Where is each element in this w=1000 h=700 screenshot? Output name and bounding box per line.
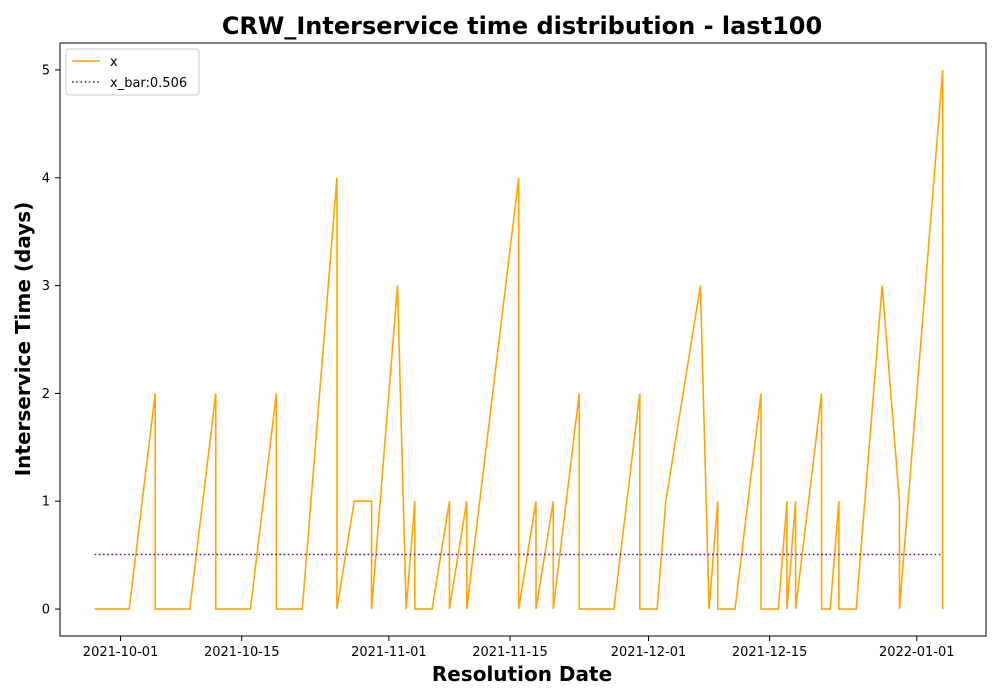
y-tick-label: 5 [42,63,50,78]
x-tick-label: 2021-11-15 [472,645,548,660]
x-tick-label: 2021-11-01 [351,645,427,660]
x-tick-label: 2021-10-01 [83,645,159,660]
x-tick-label: 2021-10-15 [204,645,280,660]
y-tick-label: 3 [42,279,50,294]
legend-label-x-bar: x_bar:0.506 [110,76,187,91]
y-tick-label: 1 [42,495,50,510]
y-tick-label: 2 [42,387,50,402]
x-tick-label: 2022-01-01 [879,645,955,660]
legend-label-x: x [110,55,118,70]
y-tick-label: 4 [42,171,50,186]
y-axis-label: Interservice Time (days) [11,202,35,477]
legend: x x_bar:0.506 [66,49,199,95]
y-tick-label: 0 [42,603,50,618]
x-tick-label: 2021-12-01 [611,645,687,660]
x-tick-label: 2021-12-15 [732,645,808,660]
x-axis-label: Resolution Date [432,662,612,686]
chart-title: CRW_Interservice time distribution - las… [222,12,822,40]
